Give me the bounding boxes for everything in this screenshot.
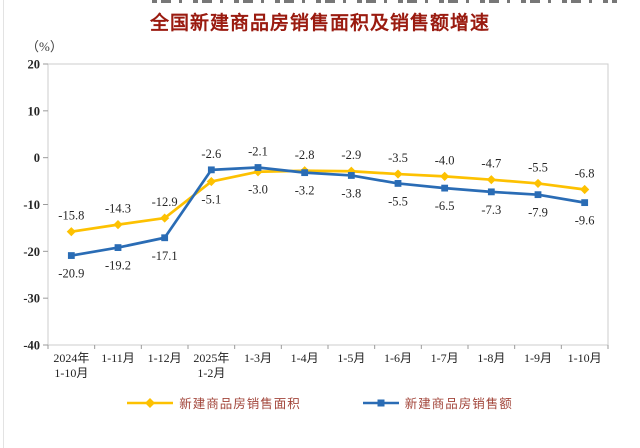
svg-text:1-3月: 1-3月 (244, 351, 272, 365)
svg-text:-5.5: -5.5 (528, 160, 548, 174)
svg-text:-17.1: -17.1 (152, 249, 178, 263)
y-axis-unit-label: （%） (26, 39, 63, 54)
svg-text:-19.2: -19.2 (105, 259, 131, 273)
svg-text:-2.1: -2.1 (248, 145, 268, 159)
svg-text:-6.5: -6.5 (435, 199, 455, 213)
svg-text:-5.1: -5.1 (201, 193, 221, 207)
svg-text:-2.8: -2.8 (295, 148, 315, 162)
svg-text:-4.0: -4.0 (435, 153, 455, 167)
svg-text:-20.9: -20.9 (58, 267, 84, 281)
svg-text:-14.3: -14.3 (105, 202, 131, 216)
svg-text:1-8月: 1-8月 (477, 351, 505, 365)
clipped-text-fragments (152, 0, 617, 3)
svg-text:1-12月: 1-12月 (148, 351, 182, 365)
svg-text:1-11月: 1-11月 (101, 351, 135, 365)
sales-amount-line-marker-icon (362, 399, 399, 406)
svg-text:1-6月: 1-6月 (384, 351, 412, 365)
svg-text:10: 10 (28, 104, 41, 118)
chart-title: 全国新建商品房销售面积及销售额增速 (149, 13, 490, 34)
svg-text:-3.2: -3.2 (295, 184, 315, 198)
legend-item-sales-area: 新建商品房销售面积 (127, 393, 301, 412)
svg-text:-15.8: -15.8 (58, 209, 84, 223)
svg-text:-2.6: -2.6 (201, 147, 221, 161)
svg-text:-3.8: -3.8 (341, 186, 361, 200)
svg-text:-12.9: -12.9 (152, 195, 178, 209)
svg-text:-7.3: -7.3 (481, 203, 501, 217)
svg-text:-5.5: -5.5 (388, 194, 408, 208)
svg-text:-9.6: -9.6 (575, 214, 595, 228)
svg-text:-4.7: -4.7 (481, 157, 501, 171)
svg-text:-40: -40 (23, 339, 40, 353)
legend-label-sales-amount: 新建商品房销售额 (404, 397, 513, 411)
svg-text:1-4月: 1-4月 (291, 351, 319, 365)
svg-text:-3.0: -3.0 (248, 183, 268, 197)
svg-text:-6.8: -6.8 (575, 167, 595, 181)
svg-text:-2.9: -2.9 (341, 148, 361, 162)
svg-text:1-7月: 1-7月 (431, 351, 459, 365)
svg-text:-7.9: -7.9 (528, 206, 548, 220)
svg-text:-30: -30 (23, 292, 40, 306)
svg-text:-3.5: -3.5 (388, 151, 408, 165)
svg-text:0: 0 (34, 151, 40, 165)
svg-text:-10: -10 (23, 198, 40, 212)
legend-item-sales-amount: 新建商品房销售额 (362, 393, 513, 412)
legend-label-sales-area: 新建商品房销售面积 (179, 397, 301, 411)
svg-text:20: 20 (28, 58, 41, 72)
svg-text:1-9月: 1-9月 (524, 351, 552, 365)
page-left-border (3, 0, 4, 448)
svg-text:-20: -20 (23, 245, 40, 259)
svg-text:1-5月: 1-5月 (337, 351, 365, 365)
svg-text:1-10月: 1-10月 (568, 351, 602, 365)
sales-area-line-marker-icon (127, 397, 174, 408)
chart-legend: 新建商品房销售面积 新建商品房销售额 (0, 393, 640, 412)
